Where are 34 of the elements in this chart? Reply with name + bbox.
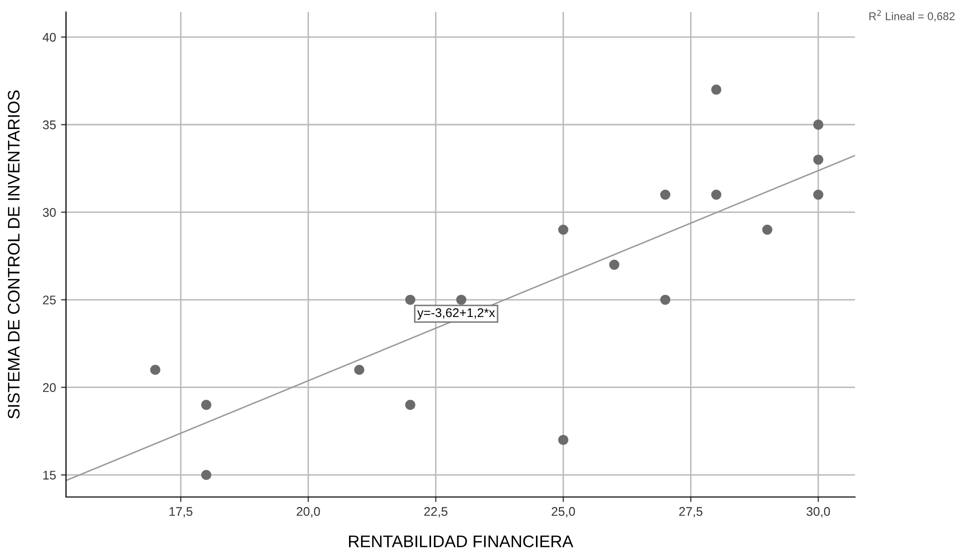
x-tick-label: 17,5 bbox=[170, 507, 192, 518]
x-tick-label: 20,0 bbox=[296, 507, 320, 518]
y-tick-label: 30 bbox=[42, 208, 56, 217]
y-tick-label: 25 bbox=[43, 296, 56, 304]
point bbox=[558, 434, 568, 445]
x-tick-label: 27,5 bbox=[679, 507, 702, 518]
point bbox=[711, 190, 722, 200]
point bbox=[762, 224, 772, 235]
x-tick-label: 25,0 bbox=[552, 507, 575, 518]
y-tick-label: 15 bbox=[43, 470, 56, 480]
x-tick-label: 30,0 bbox=[806, 507, 830, 518]
y-tick-label: 40 bbox=[42, 32, 56, 42]
point bbox=[150, 364, 160, 375]
point bbox=[558, 224, 568, 235]
point bbox=[405, 294, 416, 305]
point bbox=[201, 470, 212, 480]
text: R$^{2}$ Lineal = 0,682 bbox=[869, 10, 955, 22]
point bbox=[609, 260, 620, 270]
point bbox=[660, 294, 670, 305]
y-axis-title: SISTEMA DE CONTROL DE INVENTARIOS bbox=[8, 90, 20, 419]
point bbox=[813, 120, 824, 130]
y-tick-label: 35 bbox=[42, 120, 56, 130]
annotation: y=-3,62+1,2*x bbox=[417, 308, 495, 320]
point bbox=[813, 190, 824, 200]
point bbox=[354, 364, 364, 375]
point bbox=[813, 154, 824, 165]
x-axis-title: RENTABILIDAD FINANCIERA bbox=[349, 535, 574, 548]
y-tick-label: 20 bbox=[43, 383, 56, 392]
point bbox=[456, 294, 466, 305]
x-tick-label: 22,5 bbox=[424, 507, 448, 518]
point bbox=[711, 84, 722, 95]
point bbox=[660, 190, 670, 200]
point bbox=[405, 400, 416, 410]
point bbox=[201, 400, 212, 410]
